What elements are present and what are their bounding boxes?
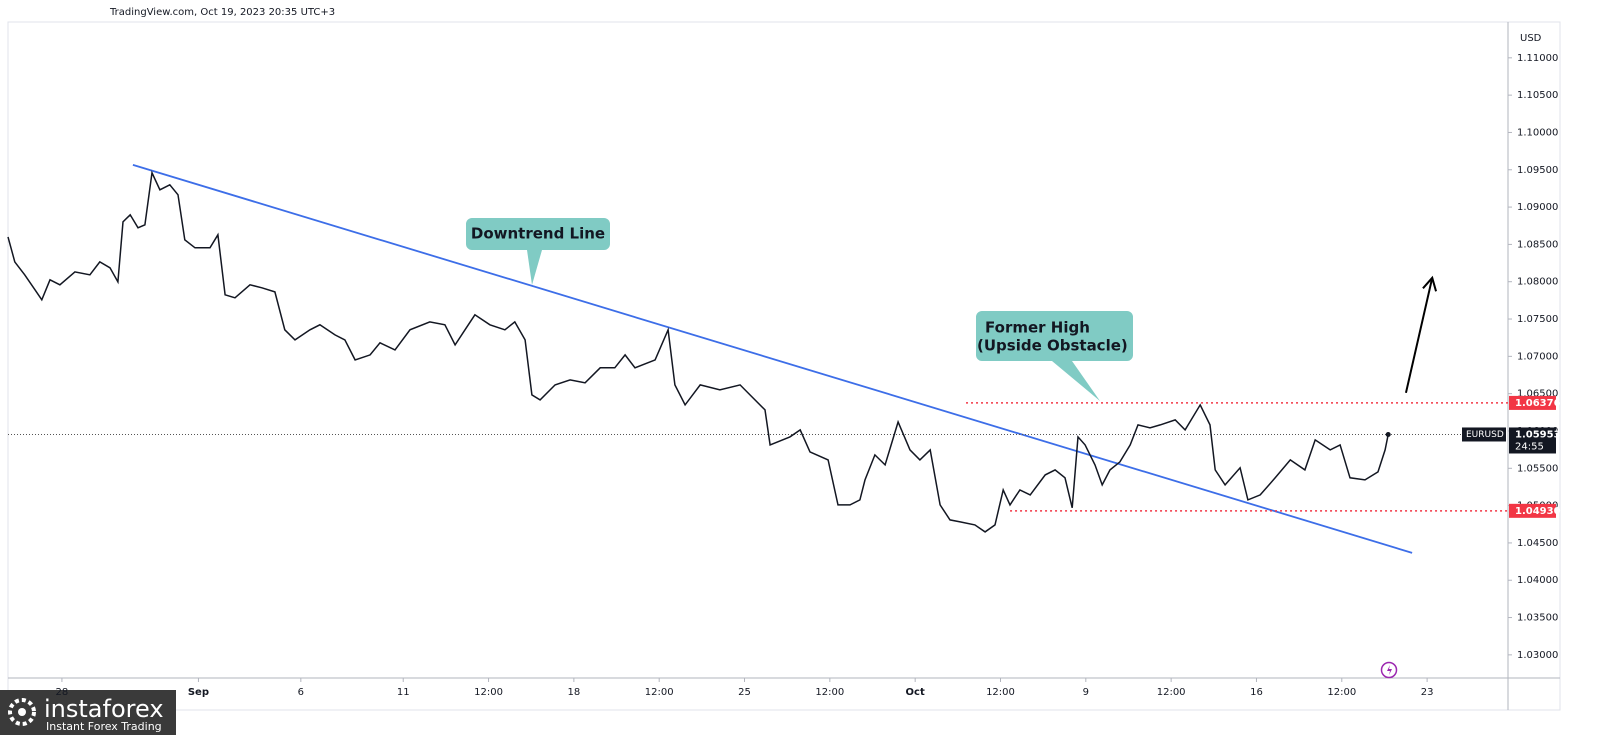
- x-tick-label: 6: [298, 687, 304, 698]
- level-tag: [1509, 395, 1556, 410]
- y-tick-label: 1.04000: [1517, 575, 1558, 586]
- y-tick-label: 1.10000: [1517, 127, 1558, 138]
- alert-bolt: [1387, 665, 1392, 675]
- alert-circle: [1380, 661, 1398, 679]
- y-tick-label: 1.08500: [1517, 239, 1558, 250]
- x-tick-label: 25: [738, 687, 751, 698]
- x-tick-label: Oct: [906, 687, 925, 698]
- x-tick-label: 28: [56, 687, 69, 698]
- x-tick-label: 23: [1421, 687, 1434, 698]
- y-tick-label: 1.04500: [1517, 538, 1558, 549]
- alert-icon: [1380, 661, 1398, 679]
- x-tick-label: 18: [568, 687, 581, 698]
- annotation-pointer: [1052, 361, 1100, 401]
- annotation-text: Downtrend Line: [471, 225, 605, 243]
- x-tick-label: 12:00: [1327, 687, 1356, 698]
- y-tick-label: 1.05500: [1517, 463, 1558, 474]
- y-tick-label: 1.09000: [1517, 202, 1558, 213]
- level-tag: [1509, 503, 1556, 518]
- y-tick-label: 1.06500: [1517, 389, 1558, 400]
- symbol-label: EURUSD: [1466, 430, 1504, 440]
- y-tick-label: 1.07500: [1517, 314, 1558, 325]
- x-tick-label: 12:00: [815, 687, 844, 698]
- y-tick-label: 1.11000: [1517, 53, 1558, 64]
- x-tick-label: 9: [1083, 687, 1089, 698]
- y-tick-label: 1.03500: [1517, 613, 1558, 624]
- x-tick-label: 12:00: [645, 687, 674, 698]
- level-label: 1.04930: [1515, 506, 1561, 517]
- last-price-label: 1.05953: [1515, 429, 1561, 440]
- countdown-label: 24:55: [1515, 441, 1544, 452]
- logo-tagline: Instant Forex Trading: [46, 720, 162, 733]
- arrow-head: [1422, 275, 1438, 292]
- x-tick-label: Sep: [188, 687, 209, 698]
- annotation-text: Former High: [985, 319, 1090, 337]
- arrow-line: [1404, 277, 1434, 394]
- trend-line: [132, 163, 1413, 554]
- y-tick-label: 1.10500: [1517, 90, 1558, 101]
- logo-name: instaforex: [44, 695, 164, 723]
- y-tick-label: 1.07000: [1517, 351, 1558, 362]
- x-tick-label: 16: [1250, 687, 1263, 698]
- logo-box: [0, 690, 176, 735]
- x-tick-label: 12:00: [474, 687, 503, 698]
- logo-icon-core: [18, 708, 26, 716]
- level-label: 1.06376: [1515, 398, 1561, 409]
- price-tag: [1509, 427, 1556, 454]
- logo: instaforex Instant Forex Trading: [0, 690, 176, 735]
- x-tick-label: 11: [397, 687, 410, 698]
- annotation-box: [976, 311, 1133, 401]
- frame: [7, 21, 1561, 711]
- symbol-tag: [1462, 427, 1506, 442]
- y-tick-label: 1.03000: [1517, 650, 1558, 661]
- annotations: Downtrend Line Former High (Upside Obsta…: [466, 218, 1133, 401]
- annotation-box: [466, 218, 610, 285]
- last-point: [1385, 431, 1391, 437]
- annotation-text: (Upside Obstacle): [977, 337, 1128, 355]
- currency-label: USD: [1520, 33, 1542, 44]
- y-tick-label: 1.09500: [1517, 165, 1558, 176]
- x-tick-label: 12:00: [986, 687, 1015, 698]
- price-line: [7, 170, 1389, 533]
- logo-icon: [8, 698, 36, 726]
- header: TradingView.com, Oct 19, 2023 20:35 UTC+…: [109, 7, 335, 18]
- y-tick-label: 1.08000: [1517, 277, 1558, 288]
- x-tick-label: 12:00: [1157, 687, 1186, 698]
